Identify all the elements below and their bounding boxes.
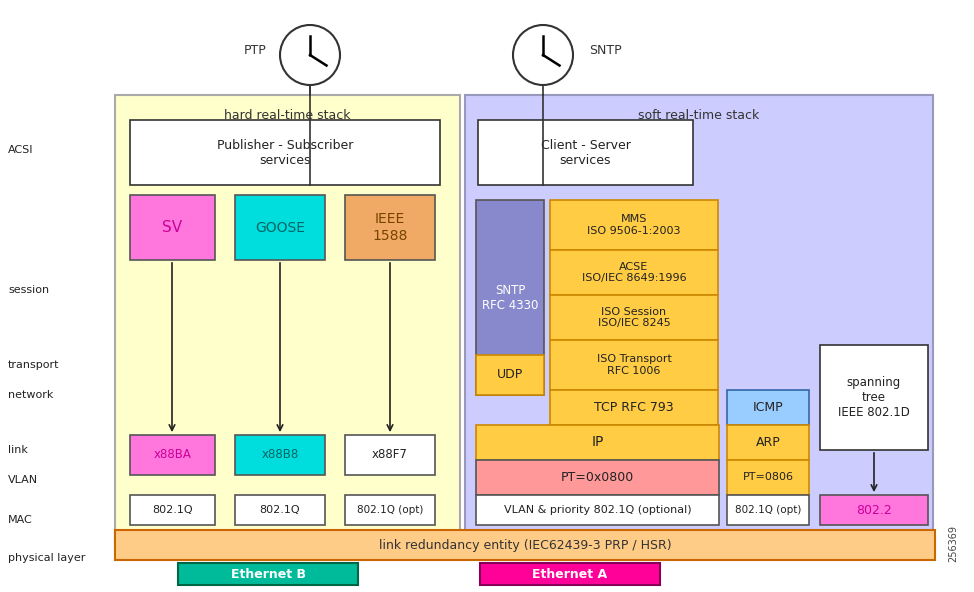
Text: link: link xyxy=(8,445,28,455)
Bar xyxy=(820,495,928,525)
Circle shape xyxy=(513,25,573,85)
Bar xyxy=(550,200,718,250)
Bar xyxy=(476,200,544,395)
Text: transport: transport xyxy=(8,360,59,370)
Bar xyxy=(345,495,435,525)
Bar xyxy=(345,195,435,260)
Text: Ethernet B: Ethernet B xyxy=(231,568,306,581)
Bar xyxy=(115,95,460,545)
Bar xyxy=(727,390,809,425)
Bar xyxy=(235,495,325,525)
Text: spanning
tree
IEEE 802.1D: spanning tree IEEE 802.1D xyxy=(838,376,910,419)
Bar xyxy=(130,120,440,185)
Bar xyxy=(235,195,325,260)
Text: physical layer: physical layer xyxy=(8,553,86,563)
Text: link redundancy entity (IEC62439-3 PRP / HSR): link redundancy entity (IEC62439-3 PRP /… xyxy=(379,539,671,552)
Text: soft real-time stack: soft real-time stack xyxy=(638,109,760,122)
Text: MAC: MAC xyxy=(8,515,33,525)
Text: ICMP: ICMP xyxy=(753,401,783,414)
Bar xyxy=(550,250,718,295)
Bar xyxy=(480,563,660,585)
Bar xyxy=(130,435,215,475)
Text: SV: SV xyxy=(163,220,182,235)
Text: SNTP
RFC 4330: SNTP RFC 4330 xyxy=(482,284,539,311)
Bar xyxy=(550,295,718,340)
Text: UDP: UDP xyxy=(497,368,523,381)
Bar xyxy=(820,345,928,450)
Text: x88B8: x88B8 xyxy=(261,449,299,462)
Text: IP: IP xyxy=(591,436,604,449)
Text: 256369: 256369 xyxy=(948,525,958,562)
Bar xyxy=(476,425,719,460)
Text: Publisher - Subscriber
services: Publisher - Subscriber services xyxy=(217,139,354,166)
Text: Client - Server
services: Client - Server services xyxy=(541,139,630,166)
Text: PT=0806: PT=0806 xyxy=(742,472,794,482)
Text: session: session xyxy=(8,285,49,295)
Bar xyxy=(235,435,325,475)
Text: ACSI: ACSI xyxy=(8,145,33,155)
Bar xyxy=(476,495,719,525)
Bar xyxy=(115,530,935,560)
Bar xyxy=(345,435,435,475)
Bar xyxy=(465,95,933,545)
Text: x88F7: x88F7 xyxy=(372,449,408,462)
Text: TCP RFC 793: TCP RFC 793 xyxy=(594,401,674,414)
Text: GOOSE: GOOSE xyxy=(255,220,305,234)
Text: 802.1Q (opt): 802.1Q (opt) xyxy=(356,505,423,515)
Text: ISO Transport
RFC 1006: ISO Transport RFC 1006 xyxy=(596,354,671,376)
Text: VLAN: VLAN xyxy=(8,475,38,485)
Text: ACSE
ISO/IEC 8649:1996: ACSE ISO/IEC 8649:1996 xyxy=(581,262,687,284)
Text: x88BA: x88BA xyxy=(154,449,192,462)
Bar xyxy=(130,495,215,525)
Bar xyxy=(550,390,718,425)
Text: ISO Session
ISO/IEC 8245: ISO Session ISO/IEC 8245 xyxy=(598,307,670,329)
Text: ARP: ARP xyxy=(756,436,780,449)
Circle shape xyxy=(280,25,340,85)
Text: 802.1Q: 802.1Q xyxy=(260,505,300,515)
Bar xyxy=(130,195,215,260)
Text: 802.1Q (opt): 802.1Q (opt) xyxy=(734,505,802,515)
Bar xyxy=(727,495,809,525)
Bar xyxy=(178,563,358,585)
Bar xyxy=(727,425,809,460)
Text: Ethernet A: Ethernet A xyxy=(533,568,608,581)
Text: IEEE
1588: IEEE 1588 xyxy=(372,213,408,243)
Bar xyxy=(727,460,809,495)
Text: 802.1Q: 802.1Q xyxy=(152,505,193,515)
Bar xyxy=(476,460,719,495)
Bar xyxy=(476,355,544,395)
Bar xyxy=(550,340,718,390)
Text: PTP: PTP xyxy=(244,43,266,56)
Text: 802.2: 802.2 xyxy=(856,504,892,516)
Text: MMS
ISO 9506-1:2003: MMS ISO 9506-1:2003 xyxy=(587,214,681,236)
Text: PT=0x0800: PT=0x0800 xyxy=(561,471,634,484)
Text: network: network xyxy=(8,390,54,400)
Bar xyxy=(478,120,693,185)
Text: hard real-time stack: hard real-time stack xyxy=(224,109,351,122)
Text: VLAN & priority 802.1Q (optional): VLAN & priority 802.1Q (optional) xyxy=(504,505,692,515)
Text: SNTP: SNTP xyxy=(588,43,621,56)
